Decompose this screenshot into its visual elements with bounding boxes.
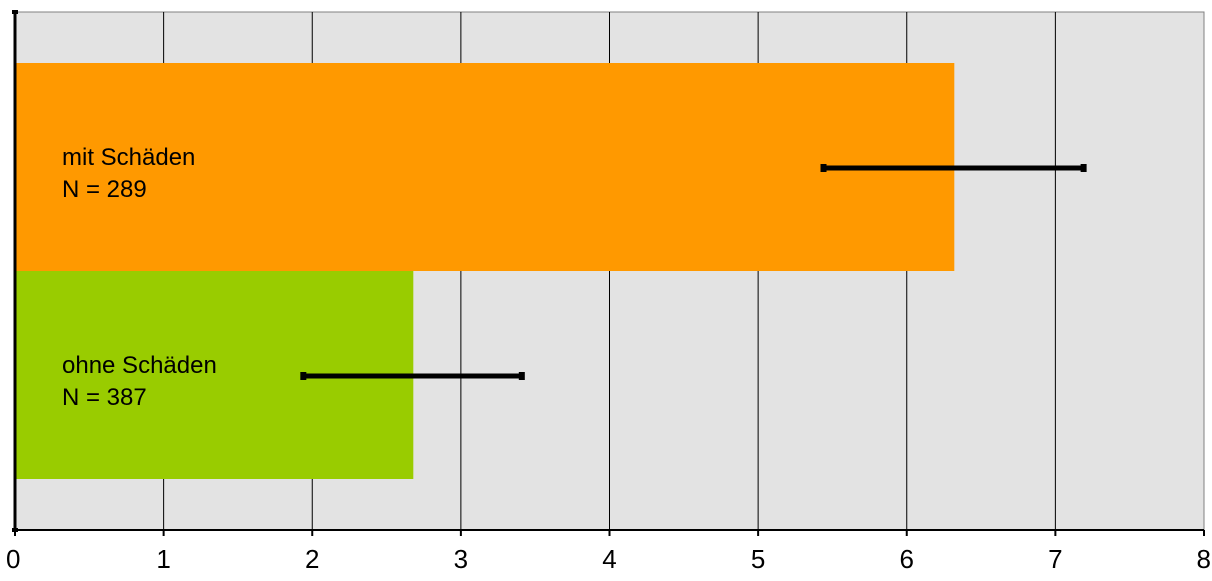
bar-label-count-1: N = 387 xyxy=(62,384,147,411)
bars xyxy=(15,63,955,479)
x-tick-label-3: 3 xyxy=(454,544,468,574)
x-tick-label-4: 4 xyxy=(602,544,616,574)
x-tick-label-6: 6 xyxy=(900,544,914,574)
x-tick-label-1: 1 xyxy=(156,544,170,574)
x-tick-label-0: 0 xyxy=(6,544,20,574)
error-bar-cap-high-0 xyxy=(1080,164,1087,172)
bar-label-name-0: mit Schäden xyxy=(62,144,195,171)
x-tick-label-5: 5 xyxy=(751,544,765,574)
bar-labels: mit Schäden N = 289 ohne Schäden N = 387 xyxy=(62,144,217,411)
error-bar-cap-low-0 xyxy=(820,164,827,172)
x-tick-label-8: 8 xyxy=(1197,544,1211,574)
bar-label-count-0: N = 289 xyxy=(62,176,147,203)
y-axis-tick-top xyxy=(12,10,18,14)
x-tick-labels: 0 1 2 3 4 5 6 7 8 xyxy=(6,544,1211,574)
error-bars xyxy=(300,164,1087,380)
x-tick-label-7: 7 xyxy=(1048,544,1062,574)
bar-mit-schaeden xyxy=(15,63,955,271)
x-tick-label-2: 2 xyxy=(305,544,319,574)
bar-label-name-1: ohne Schäden xyxy=(62,352,217,379)
error-bar-cap-low-1 xyxy=(300,372,307,380)
error-bar-cap-high-1 xyxy=(518,372,525,380)
axes xyxy=(12,10,1205,536)
